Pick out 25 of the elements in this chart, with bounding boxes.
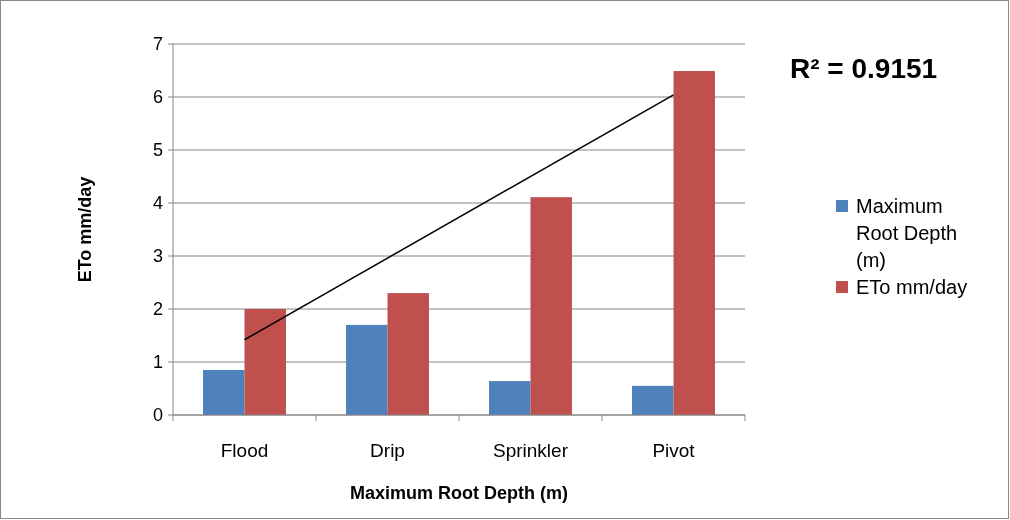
x-tick-label: Pivot	[652, 440, 696, 461]
bar	[387, 293, 429, 415]
x-tick-label: Drip	[370, 440, 405, 461]
bar	[244, 309, 286, 415]
legend-label: ETo mm/day	[856, 276, 968, 298]
x-tick-label: Flood	[220, 440, 269, 461]
legend-label: Maximum Root Depth (m)	[856, 195, 958, 271]
bar	[530, 197, 572, 415]
text: R² = 0.9151	[790, 53, 938, 84]
y-tick-label: 1	[152, 352, 163, 373]
bar	[346, 324, 388, 415]
y-tick-label: 4	[152, 193, 163, 214]
x-axis-title: Maximum Root Depth (m)	[350, 483, 568, 503]
bar	[632, 385, 674, 415]
y-tick-label: 0	[152, 405, 163, 426]
y-tick-label: 5	[152, 140, 163, 161]
bar	[673, 71, 715, 415]
x-tick-label: Sprinkler	[493, 440, 569, 461]
y-tick-label: 6	[152, 87, 163, 108]
bar	[203, 369, 245, 415]
bar	[489, 381, 531, 415]
y-axis-title: ETo mm/day	[75, 176, 95, 283]
y-tick-label: 3	[152, 246, 163, 267]
y-tick-label: 7	[152, 34, 163, 55]
y-tick-label: 2	[152, 299, 163, 320]
